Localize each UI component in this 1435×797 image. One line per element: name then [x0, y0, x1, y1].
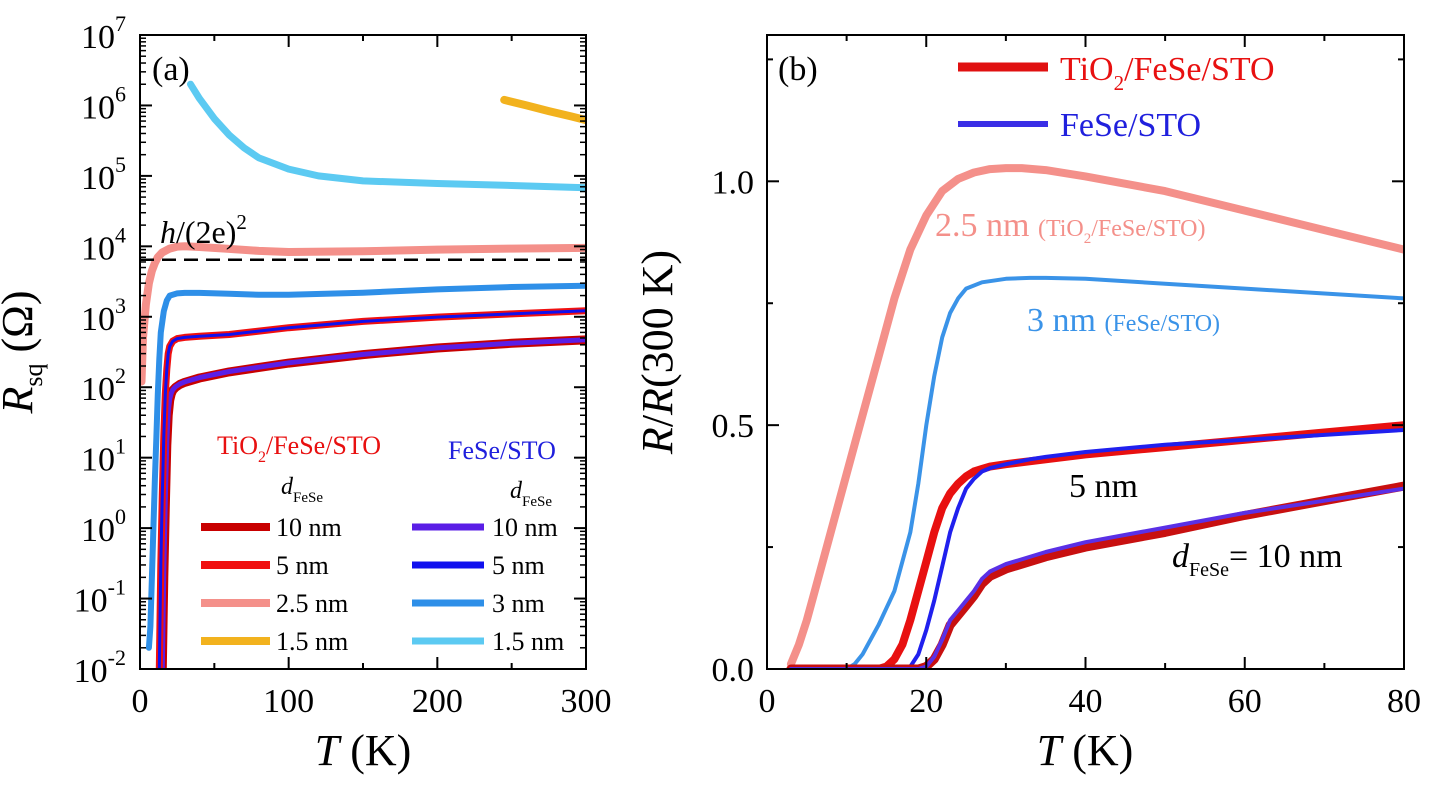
a-ytick-label: 10-1	[74, 575, 126, 620]
legend-a-left-label-2: 2.5 nm	[276, 589, 348, 618]
series-b-0	[786, 164, 1404, 669]
series-b-4	[786, 481, 1404, 669]
panel-a-xlabel: T (K)	[315, 726, 412, 775]
panel-b-series	[786, 164, 1404, 669]
a-xtick-label: 300	[561, 683, 612, 720]
b-xtick-label: 40	[1069, 683, 1103, 720]
legend-a-right-label-3: 1.5 nm	[492, 627, 564, 656]
panel-a: 0 100 200 300 10-2 10-1 100 101 102 103 104 105 106 1…	[0, 11, 612, 775]
panel-a-label: (a)	[152, 51, 190, 88]
legend-a-left-label-1: 5 nm	[276, 551, 329, 580]
annotation-3nm: 3 nm (FeSe/STO)	[1027, 302, 1220, 339]
panel-b-frame	[766, 34, 1405, 670]
b-xtick-label: 20	[909, 683, 943, 720]
annotation-10nm: dFeSe= 10 nm	[1172, 538, 1343, 581]
b-xtick-label: 0	[759, 683, 776, 720]
a-ytick-label: 100	[81, 504, 126, 549]
b-xtick-label: 80	[1387, 683, 1421, 720]
legend-a-subtitle-left: dFeSe	[281, 474, 323, 506]
legend-b-tio2: TiO2/FeSe/STO	[1060, 51, 1275, 95]
legend-a-right-label-1: 5 nm	[492, 551, 545, 580]
panel-a-legend: 10 nm 5 nm 2.5 nm 1.5 nm 10 nm 5 nm 3 nm 1.5 nm	[201, 513, 564, 656]
a-ytick-label: 106	[81, 81, 126, 126]
annotation-5nm: 5 nm	[1069, 468, 1138, 505]
a-xtick-label: 100	[263, 683, 314, 720]
series-a-5	[145, 282, 586, 651]
legend-a-right-label-0: 10 nm	[492, 513, 558, 542]
series-b-2	[786, 421, 1404, 669]
legend-a-title-left: TiO2/FeSe/STO	[217, 431, 381, 466]
b-xtick-label: 60	[1228, 683, 1262, 720]
legend-b-fese: FeSe/STO	[1060, 107, 1201, 144]
series-b-1	[788, 275, 1404, 669]
b-ytick-label: 0.5	[712, 408, 755, 445]
legend-a-right-label-2: 3 nm	[492, 589, 545, 618]
panel-b-xlabel: T (K)	[1037, 726, 1134, 775]
legend-a-left-label-0: 10 nm	[276, 513, 342, 542]
legend-a-left-label-3: 1.5 nm	[276, 627, 348, 656]
a-xtick-label: 0	[132, 683, 149, 720]
a-ytick-label: 105	[81, 152, 126, 197]
a-ytick-label: 102	[81, 363, 126, 408]
legend-a-subtitle-right: dFeSe	[510, 478, 552, 510]
a-xtick-label: 200	[412, 683, 463, 720]
panel-a-series	[140, 80, 586, 669]
series-a-3	[157, 309, 586, 669]
series-b-5	[788, 486, 1404, 669]
panel-a-frame	[139, 34, 587, 670]
a-ytick-label: 107	[81, 11, 126, 56]
a-ytick-label: 104	[81, 222, 126, 267]
series-a-7	[500, 95, 586, 125]
series-a-6	[187, 80, 586, 192]
b-ytick-label: 0.0	[712, 652, 755, 689]
a-ytick-label: 10-2	[74, 645, 126, 690]
series-b-3	[788, 428, 1404, 669]
annotation-2p5nm: 2.5 nm (TiO2/FeSe/STO)	[935, 207, 1206, 247]
a-ytick-label: 103	[81, 293, 126, 338]
legend-a-title-right: FeSe/STO	[448, 436, 556, 465]
quantum-resistance-label: h/(2e)2	[160, 210, 247, 250]
panel-b-label: (b)	[778, 51, 818, 88]
a-ytick-label: 101	[81, 434, 126, 479]
panel-a-ylabel: Rsq (Ω)	[0, 290, 48, 414]
series-a-4	[140, 242, 586, 386]
panel-b: 0 20 40 60 80 0.0 0.5 1.0 (b) TiO2/FeSe/STO FeS…	[633, 34, 1421, 775]
panel-b-ticks: 0 20 40 60 80 0.0 0.5 1.0	[712, 35, 1421, 720]
panel-b-ylabel: R/R(300 K)	[633, 250, 682, 455]
b-ytick-label: 1.0	[712, 164, 755, 201]
